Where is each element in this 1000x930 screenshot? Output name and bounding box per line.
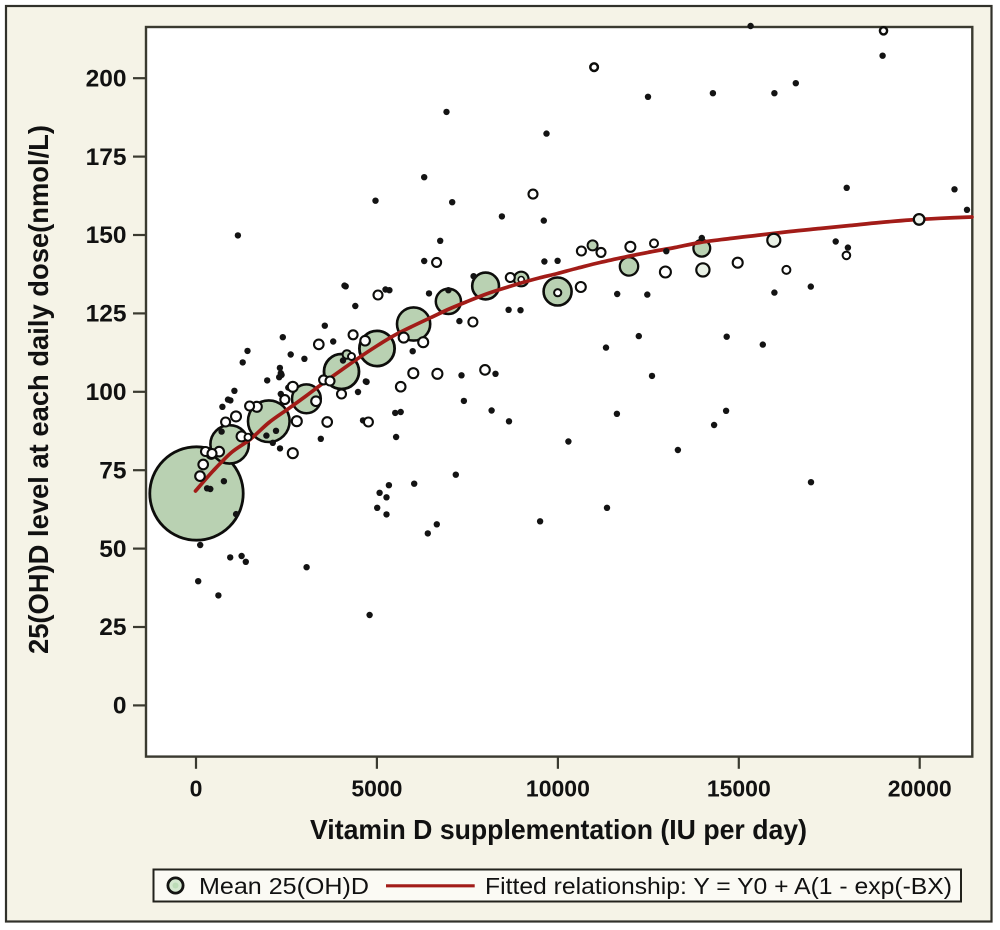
svg-text:200: 200 xyxy=(86,65,127,92)
svg-text:175: 175 xyxy=(86,144,127,171)
svg-text:10000: 10000 xyxy=(526,776,590,802)
svg-text:0: 0 xyxy=(113,693,127,720)
svg-text:50: 50 xyxy=(99,536,126,563)
svg-text:20000: 20000 xyxy=(888,776,952,802)
svg-text:Mean 25(OH)D: Mean 25(OH)D xyxy=(199,873,369,899)
svg-text:5000: 5000 xyxy=(351,776,402,802)
svg-text:100: 100 xyxy=(86,379,127,406)
svg-text:Vitamin D supplementation (IU: Vitamin D supplementation (IU per day) xyxy=(310,814,807,845)
svg-text:150: 150 xyxy=(86,222,127,249)
svg-text:25: 25 xyxy=(99,614,126,641)
svg-text:75: 75 xyxy=(99,457,126,484)
svg-text:0: 0 xyxy=(190,776,203,802)
svg-text:Fitted relationship: Y = Y0 +: Fitted relationship: Y = Y0 + A(1 - exp(… xyxy=(485,873,952,899)
svg-text:125: 125 xyxy=(86,301,127,328)
svg-text:15000: 15000 xyxy=(707,776,771,802)
svg-text:25(OH)D level at each daily do: 25(OH)D level at each daily dose(nmol/L) xyxy=(23,125,54,654)
